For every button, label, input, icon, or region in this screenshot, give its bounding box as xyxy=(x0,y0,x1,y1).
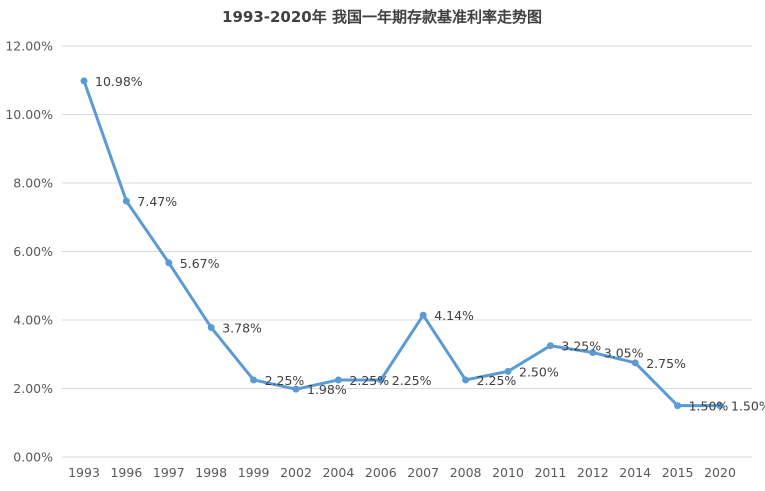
data-points xyxy=(80,77,724,410)
x-tick-label: 2015 xyxy=(662,465,694,480)
y-tick-label: 0.00% xyxy=(13,450,53,465)
x-tick-label: 2004 xyxy=(322,465,354,480)
data-label: 2.25% xyxy=(392,373,432,388)
x-tick-label: 1998 xyxy=(195,465,227,480)
data-point xyxy=(462,376,470,384)
data-label: 2.25% xyxy=(265,373,305,388)
data-point xyxy=(419,311,427,319)
data-point xyxy=(546,342,554,350)
x-tick-label: 2006 xyxy=(365,465,397,480)
chart-title: 1993-2020年 我国一年期存款基准利率走势图 xyxy=(222,8,542,26)
x-tick-label: 1993 xyxy=(68,465,100,480)
data-point xyxy=(165,259,173,267)
data-label: 5.67% xyxy=(180,256,220,271)
data-label: 10.98% xyxy=(95,74,143,89)
data-label: 3.25% xyxy=(561,339,601,354)
data-point xyxy=(207,324,215,332)
x-tick-label: 2002 xyxy=(280,465,312,480)
data-label: 3.05% xyxy=(604,346,644,361)
y-tick-label: 2.00% xyxy=(13,381,53,396)
data-point xyxy=(589,349,597,357)
data-point xyxy=(674,402,682,410)
data-label: 1.50% xyxy=(731,399,765,414)
y-tick-label: 8.00% xyxy=(13,176,53,191)
y-tick-label: 12.00% xyxy=(5,39,53,54)
x-axis-ticks: 1993 1996 1997 1998 1999 2002 2004 2006 2007 2008… xyxy=(68,465,736,480)
y-tick-label: 10.00% xyxy=(5,107,53,122)
gridlines xyxy=(62,45,752,458)
x-tick-label: 2011 xyxy=(534,465,566,480)
x-tick-label: 2012 xyxy=(577,465,609,480)
data-point xyxy=(250,376,258,384)
data-label: 1.50% xyxy=(689,399,729,414)
data-point xyxy=(334,376,342,384)
data-point xyxy=(377,376,385,384)
x-tick-label: 2020 xyxy=(704,465,736,480)
data-label: 1.98% xyxy=(307,382,347,397)
x-tick-label: 2007 xyxy=(407,465,439,480)
data-label: 2.25% xyxy=(349,373,389,388)
data-point xyxy=(292,385,300,393)
data-label: 7.47% xyxy=(137,194,177,209)
data-label: 3.78% xyxy=(222,321,262,336)
x-tick-label: 1997 xyxy=(153,465,185,480)
y-tick-label: 6.00% xyxy=(13,244,53,259)
x-tick-label: 2014 xyxy=(619,465,651,480)
x-tick-label: 2010 xyxy=(492,465,524,480)
series-line xyxy=(82,79,722,408)
data-label: 2.75% xyxy=(646,356,686,371)
data-point xyxy=(80,77,88,85)
x-tick-label: 1996 xyxy=(110,465,142,480)
data-label: 4.14% xyxy=(434,308,474,323)
y-tick-label: 4.00% xyxy=(13,313,53,328)
data-point xyxy=(716,402,724,410)
x-tick-label: 2008 xyxy=(450,465,482,480)
data-label: 2.25% xyxy=(477,373,517,388)
data-point xyxy=(122,197,130,205)
data-label: 2.50% xyxy=(519,364,559,379)
data-point xyxy=(631,359,639,367)
data-point xyxy=(504,367,512,375)
series-line-path xyxy=(82,79,722,408)
data-labels: 10.98%7.47%5.67%3.78%2.25%1.98%2.25% 2.25… xyxy=(95,74,765,414)
y-axis-ticks: 0.00% 2.00% 4.00% 6.00% 8.00% 10.00% 12.00% xyxy=(5,39,53,465)
x-tick-label: 1999 xyxy=(238,465,270,480)
